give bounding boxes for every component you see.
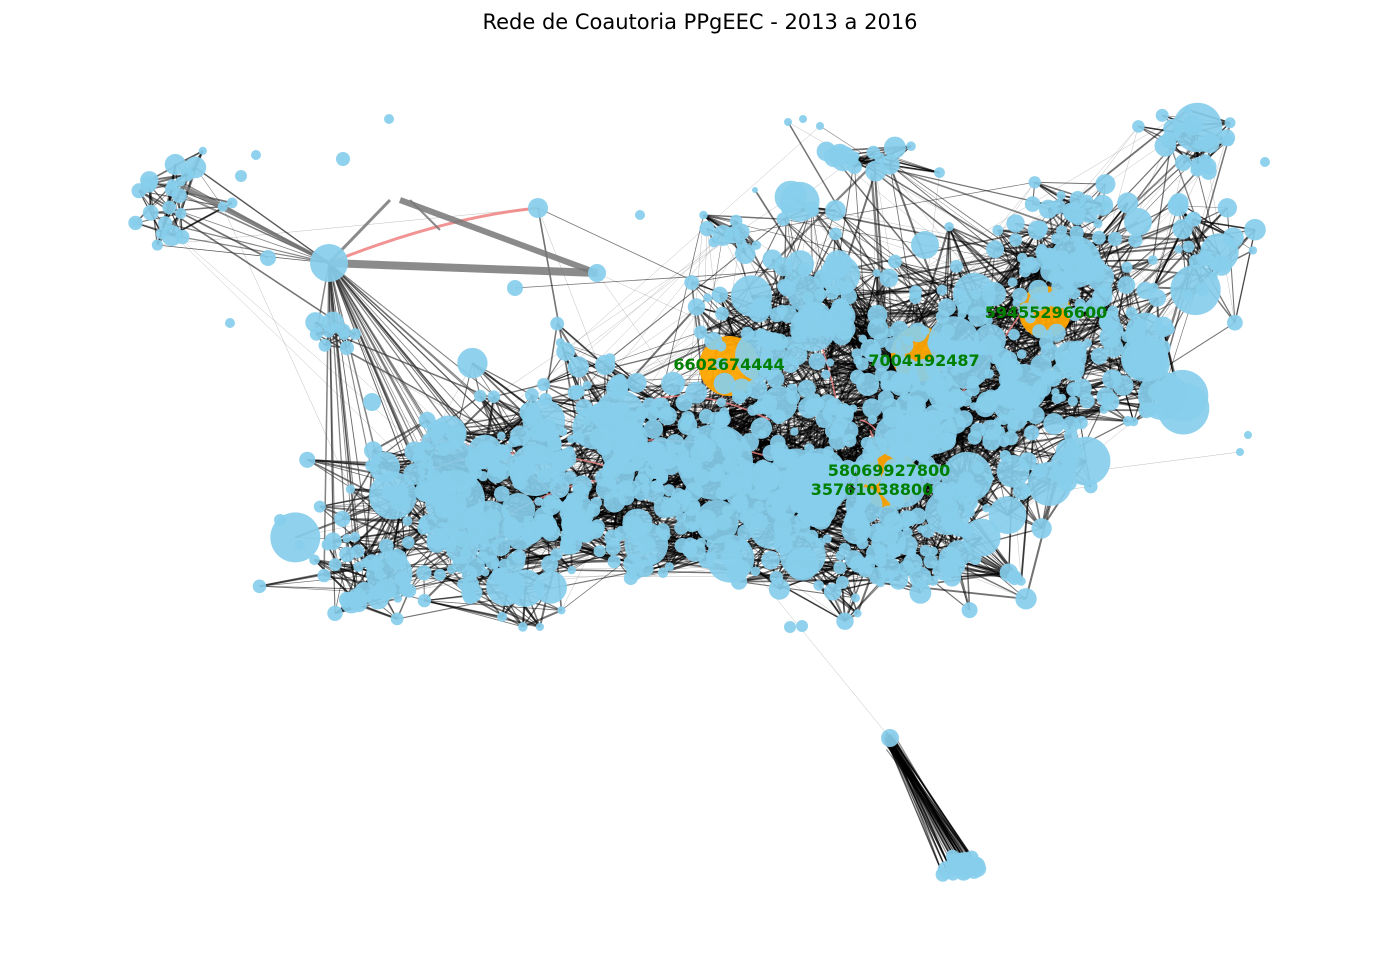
network-edge (1153, 202, 1180, 288)
network-edge (138, 189, 269, 259)
network-edge (135, 212, 181, 224)
network-edge (157, 207, 539, 246)
network-edge (979, 124, 1194, 350)
network-edge (222, 206, 351, 490)
network-edge (703, 214, 784, 220)
network-edge (828, 109, 1189, 326)
network-edge (783, 218, 1036, 416)
network-edge (514, 269, 805, 289)
network-edge (1034, 181, 1106, 185)
network-edge (334, 554, 348, 614)
network-edge (769, 266, 784, 342)
network-edge (1082, 245, 1189, 257)
network-edge (324, 345, 431, 442)
network-edge (787, 121, 878, 274)
network-edge (138, 190, 356, 335)
network-edge (150, 212, 424, 452)
network-edge (605, 311, 759, 366)
network-edge (1014, 239, 1021, 296)
network-edge (469, 596, 541, 628)
network-edge (565, 125, 821, 352)
network-edge (150, 212, 449, 502)
network-edge (424, 599, 503, 618)
chart-title: Rede de Coautoria PPgEEC - 2013 a 2016 (482, 10, 918, 34)
network-edge (732, 181, 1035, 236)
network-edge (571, 569, 737, 574)
network-edge (1234, 229, 1256, 323)
